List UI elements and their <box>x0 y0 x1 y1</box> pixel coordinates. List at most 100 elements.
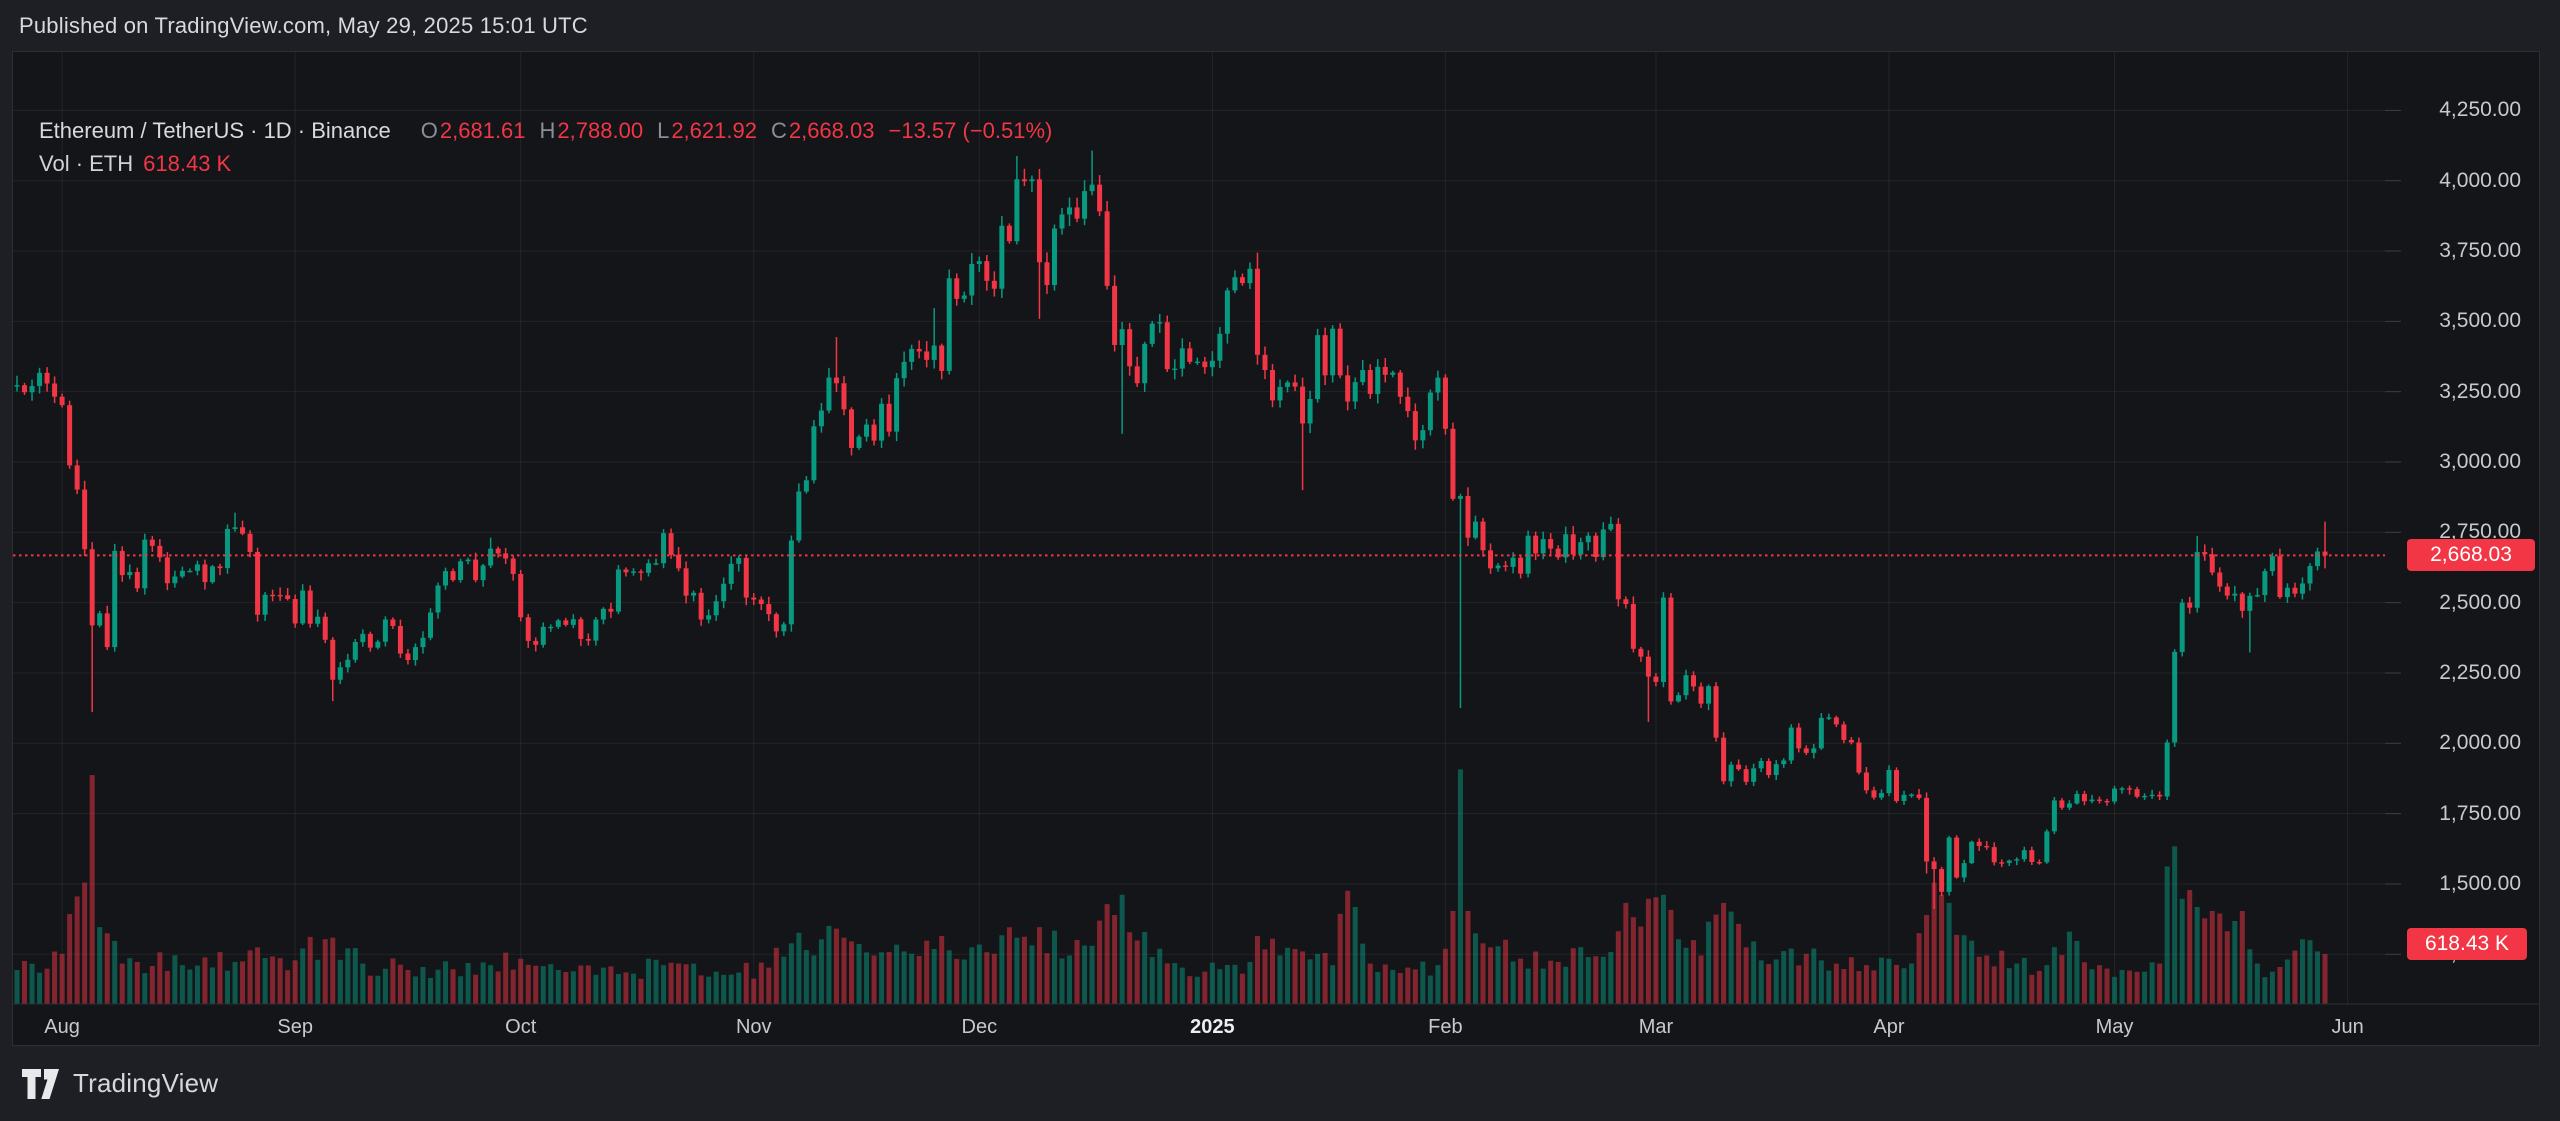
candle-body <box>879 403 885 441</box>
volume-bar <box>352 948 358 1004</box>
volume-bar <box>345 948 351 1004</box>
volume-bar <box>691 963 697 1004</box>
volume-bar <box>390 958 396 1004</box>
volume-bar <box>1570 948 1576 1004</box>
candle-body <box>1660 597 1666 682</box>
volume-bar <box>1585 957 1591 1004</box>
volume-bar <box>262 958 268 1004</box>
candle-body <box>1736 764 1742 770</box>
volume-bar <box>217 952 223 1004</box>
candle-body <box>1036 179 1042 263</box>
candle-body <box>285 595 291 599</box>
candle-body <box>2081 793 2087 802</box>
volume-bar <box>2247 949 2253 1004</box>
candle-body <box>1563 534 1569 558</box>
volume-bar <box>1247 961 1253 1004</box>
candle-body <box>931 345 937 360</box>
volume-bar <box>1382 964 1388 1004</box>
volume-bar <box>976 944 982 1004</box>
tradingview-brand[interactable]: TradingView <box>73 1068 219 1098</box>
volume-bar <box>1976 956 1982 1004</box>
candle-body <box>255 552 261 615</box>
candle-body <box>1969 841 1975 864</box>
candle-body <box>450 571 456 581</box>
candle-body <box>1856 742 1862 773</box>
volume-bar <box>713 971 719 1004</box>
candle-body <box>2119 788 2125 790</box>
candle-body <box>766 604 772 615</box>
candle-body <box>1465 496 1471 538</box>
candle-body <box>1555 548 1561 558</box>
volume-bar <box>1721 902 1727 1004</box>
price-tick-label: 3,750.00 <box>2439 239 2521 263</box>
candlestick-chart[interactable] <box>13 52 2539 1045</box>
candle-body <box>420 637 426 648</box>
candle-body <box>1345 375 1351 402</box>
candle-body <box>1202 361 1208 368</box>
volume-bar <box>225 970 231 1004</box>
volume-bar <box>1217 969 1223 1004</box>
volume-bar <box>1660 894 1666 1004</box>
volume-bar <box>1006 927 1012 1004</box>
volume-bar <box>1194 976 1200 1004</box>
price-tick-label: 4,250.00 <box>2439 98 2521 122</box>
volume-bar <box>2277 966 2283 1004</box>
candle-body <box>1570 534 1576 555</box>
candle-body <box>1322 335 1328 376</box>
candle-body <box>1142 343 1148 384</box>
candle-body <box>2164 742 2170 797</box>
candle-body <box>2006 860 2012 863</box>
volume-bar <box>2142 971 2148 1004</box>
volume-bar <box>2194 906 2200 1004</box>
volume-bar <box>2104 968 2110 1004</box>
candle-body <box>2149 794 2155 797</box>
candle-body <box>1638 648 1644 657</box>
volume-bar <box>2006 968 2012 1004</box>
candle-body <box>22 385 28 393</box>
volume-bar <box>450 969 456 1004</box>
candle-body <box>563 620 569 625</box>
candle-body <box>2299 583 2305 594</box>
candle-body <box>37 372 43 387</box>
volume-bar <box>608 966 614 1004</box>
candle-body <box>1525 535 1531 574</box>
volume-bar <box>1593 956 1599 1004</box>
candle-body <box>2224 586 2230 596</box>
volume-bar <box>375 975 381 1004</box>
volume-bar <box>1668 909 1674 1004</box>
candle-body <box>2014 859 2020 861</box>
candle-body <box>1781 760 1787 765</box>
candle-body <box>939 345 945 371</box>
volume-bar <box>683 964 689 1004</box>
candle-body <box>2284 587 2290 598</box>
volume-bar <box>1969 940 1975 1004</box>
candle-body <box>615 569 621 612</box>
volume-bar <box>939 935 945 1004</box>
volume-bar <box>999 935 1005 1004</box>
volume-bar <box>1638 926 1644 1004</box>
volume-bar <box>443 961 449 1004</box>
candle-body <box>345 659 351 668</box>
volume-bar <box>1420 961 1426 1004</box>
volume-bar <box>2187 890 2193 1004</box>
candle-body <box>1728 764 1734 782</box>
candle-body <box>1585 535 1591 543</box>
candle-body <box>2322 551 2328 556</box>
volume-bar <box>991 953 997 1004</box>
candle-body <box>1886 770 1892 794</box>
candle-body <box>1863 772 1869 791</box>
volume-bar <box>1691 940 1697 1004</box>
volume-bar <box>367 975 373 1004</box>
candle-body <box>127 571 133 576</box>
volume-bar <box>1254 936 1260 1004</box>
candle-body <box>1367 370 1373 394</box>
volume-bar <box>773 947 779 1004</box>
volume-bar <box>458 976 464 1004</box>
candle-body <box>382 619 388 642</box>
volume-bar <box>2029 974 2035 1004</box>
volume-bar <box>833 928 839 1004</box>
volume-bar <box>796 932 802 1004</box>
candle-body <box>1457 496 1463 499</box>
candle-body <box>1472 521 1478 538</box>
volume-bar <box>1082 945 1088 1004</box>
